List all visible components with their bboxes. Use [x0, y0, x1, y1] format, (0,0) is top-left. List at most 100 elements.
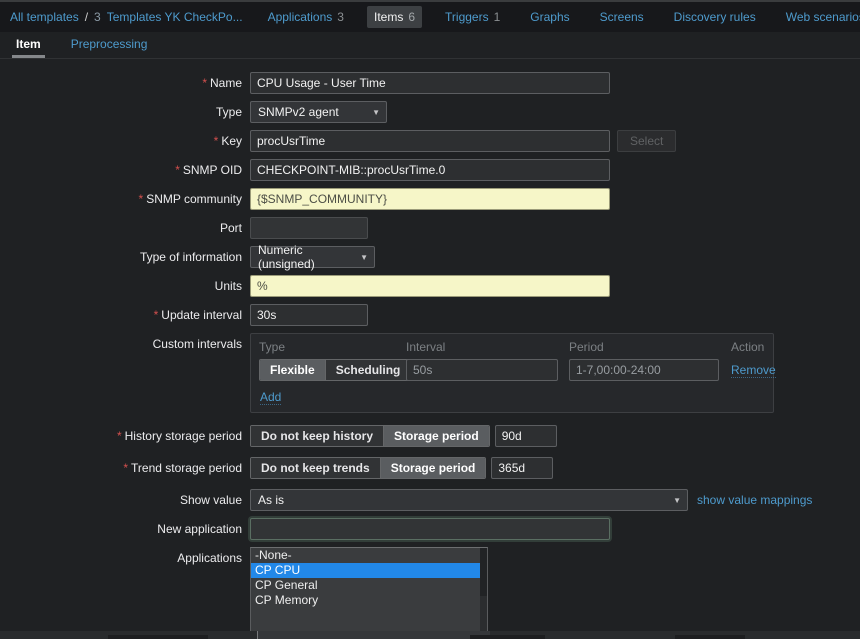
nav-items[interactable]: Items 6: [366, 6, 423, 28]
period-input[interactable]: [569, 359, 719, 381]
application-option-cp-general[interactable]: CP General: [255, 578, 318, 592]
required-marker: *: [116, 429, 122, 443]
field-row-show-value: Show value As is ▼ show value mappings: [0, 489, 860, 511]
key-input[interactable]: [250, 130, 610, 152]
chevron-down-icon: ▼: [673, 496, 681, 505]
form-tabbar: Item Preprocessing: [0, 32, 860, 59]
items-count: 6: [408, 10, 416, 24]
do-not-keep-history-toggle[interactable]: Do not keep history: [251, 426, 385, 446]
required-marker: *: [213, 134, 219, 148]
field-row-name: * Name: [0, 72, 860, 94]
units-label: Units: [214, 279, 242, 293]
new-application-label: New application: [157, 522, 242, 536]
type-label: Type: [215, 105, 242, 119]
snmp-oid-label: * SNMP OID: [175, 163, 242, 177]
snmp-community-input[interactable]: [250, 188, 610, 210]
nav-applications[interactable]: Applications 3: [267, 10, 344, 24]
history-storage-period-toggle[interactable]: Storage period: [384, 426, 489, 446]
trends-label: * Trend storage period: [123, 461, 242, 475]
units-input[interactable]: [250, 275, 610, 297]
new-application-input[interactable]: [250, 518, 610, 540]
history-mode-toggle: Do not keep history Storage period: [250, 425, 490, 447]
breadcrumb-all-templates[interactable]: All templates: [10, 10, 79, 24]
field-row-applications: Applications -None- CP CPU CP General CP…: [0, 547, 860, 639]
field-row-snmp-oid: * SNMP OID: [0, 159, 860, 181]
do-not-keep-trends-toggle[interactable]: Do not keep trends: [251, 458, 381, 478]
nav-discovery-rules[interactable]: Discovery rules: [673, 10, 756, 24]
bottom-edge-segment: [675, 635, 745, 639]
type-of-information-label: Type of information: [139, 250, 242, 264]
application-option-none[interactable]: -None-: [255, 548, 292, 562]
breadcrumb-count: 3: [94, 10, 101, 24]
show-value-label: Show value: [179, 493, 242, 507]
update-interval-input[interactable]: [250, 304, 368, 326]
field-row-trends: * Trend storage period Do not keep trends…: [0, 457, 860, 479]
field-row-type-of-information: Type of information Numeric (unsigned) ▼: [0, 243, 860, 271]
field-row-history: * History storage period Do not keep hist…: [0, 425, 860, 447]
field-row-key: *Key Select: [0, 130, 860, 152]
ci-header-period: Period: [569, 340, 604, 354]
field-row-units: Units: [0, 275, 860, 297]
nav-triggers[interactable]: Triggers 1: [445, 10, 501, 24]
field-row-snmp-community: * SNMP community: [0, 188, 860, 210]
applications-count: 3: [337, 10, 344, 24]
nav-graphs[interactable]: Graphs: [530, 10, 570, 24]
trends-mode-toggle: Do not keep trends Storage period: [250, 457, 487, 479]
triggers-count: 1: [493, 10, 501, 24]
add-interval-link[interactable]: Add: [260, 390, 282, 405]
application-option-cp-cpu[interactable]: CP CPU: [251, 563, 480, 578]
show-value-select[interactable]: As is ▼: [250, 489, 688, 511]
required-marker: *: [175, 163, 180, 177]
name-label: * Name: [202, 76, 242, 90]
type-select[interactable]: SNMPv2 agent ▼: [250, 101, 387, 123]
breadcrumb-template-name[interactable]: Templates YK CheckPo...: [106, 10, 243, 24]
nav-screens[interactable]: Screens: [599, 10, 644, 24]
breadcrumb-separator: /: [84, 10, 89, 24]
breadcrumb: All templates / 3 Templates YK CheckPo..…: [10, 10, 243, 24]
item-form: *Name Type SNMPv2 agent ▼ *Key Select *S…: [0, 59, 860, 639]
history-period-input[interactable]: [494, 425, 557, 447]
snmp-community-label: * SNMP community: [138, 192, 242, 206]
ci-header-interval: Interval: [406, 340, 446, 354]
listbox-scrollbar-thumb[interactable]: [480, 548, 487, 596]
key-select-button[interactable]: Select: [617, 130, 677, 152]
flexible-toggle[interactable]: Flexible: [260, 360, 326, 380]
chevron-down-icon: ▼: [372, 108, 380, 117]
applications-listbox[interactable]: -None- CP CPU CP General CP Memory: [250, 547, 488, 639]
custom-intervals-label: Custom intervals: [152, 337, 242, 351]
application-option-cp-memory[interactable]: CP Memory: [255, 593, 319, 607]
interval-input[interactable]: [406, 359, 558, 381]
ci-header-type: Type: [259, 340, 286, 354]
scheduling-toggle[interactable]: Scheduling: [325, 360, 411, 380]
applications-label: Applications: [177, 551, 242, 565]
trends-storage-period-toggle[interactable]: Storage period: [380, 458, 486, 478]
entity-nav: Applications 3 Items 6 Triggers 1 Graphs…: [261, 6, 860, 28]
bottom-edge-segment: [108, 635, 208, 639]
required-marker: *: [123, 461, 129, 475]
required-marker: *: [138, 192, 144, 206]
remove-interval-link[interactable]: Remove: [731, 363, 776, 378]
chevron-down-icon: ▼: [360, 253, 368, 262]
field-row-port: Port: [0, 217, 860, 239]
key-label: * Key: [213, 134, 242, 148]
required-marker: *: [153, 308, 159, 322]
nav-web-scenarios[interactable]: Web scenarios: [785, 10, 860, 24]
interval-type-toggle: Flexible Scheduling: [259, 359, 412, 381]
required-marker: *: [202, 76, 207, 90]
tab-item[interactable]: Item: [12, 32, 45, 58]
name-input[interactable]: [250, 72, 610, 94]
show-value-mappings-link[interactable]: show value mappings: [697, 493, 813, 507]
bottom-edge-segment: [470, 635, 545, 639]
field-row-update-interval: * Update interval: [0, 304, 860, 326]
field-row-new-application: New application: [0, 518, 860, 540]
tab-preprocessing[interactable]: Preprocessing: [70, 37, 148, 51]
listbox-scrollbar[interactable]: [480, 548, 487, 639]
custom-intervals-table: Type Interval Period Action Flexible Sch…: [250, 333, 776, 413]
field-row-custom-intervals: Custom intervals Type Interval Period Ac…: [0, 333, 860, 413]
type-of-information-select[interactable]: Numeric (unsigned) ▼: [250, 243, 375, 271]
snmp-oid-input[interactable]: [250, 159, 610, 181]
listbox-column-shadow: [257, 631, 490, 639]
port-input[interactable]: [250, 217, 368, 239]
bottom-edge: [0, 631, 860, 639]
trends-period-input[interactable]: [491, 457, 554, 479]
